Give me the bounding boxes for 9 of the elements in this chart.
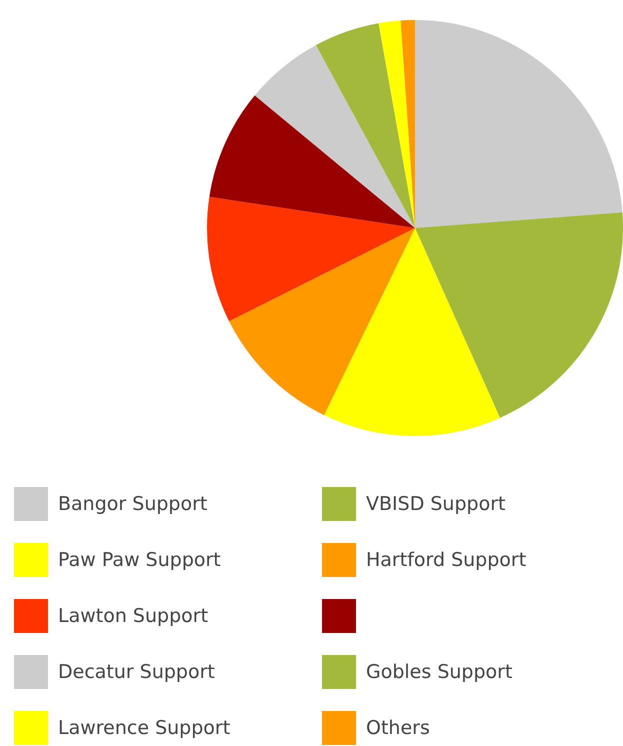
legend-label: Lawton Support (58, 605, 208, 627)
legend-label: Lawrence Support (58, 717, 230, 739)
legend-label: Bangor Support (58, 493, 208, 515)
legend-label: Decatur Support (58, 661, 215, 683)
legend-label: Gobles Support (366, 661, 512, 683)
legend-label: Hartford Support (366, 549, 526, 571)
legend-label: Paw Paw Support (58, 549, 221, 571)
legend-label: VBISD Support (366, 493, 506, 515)
legend-label: Others (366, 717, 430, 739)
